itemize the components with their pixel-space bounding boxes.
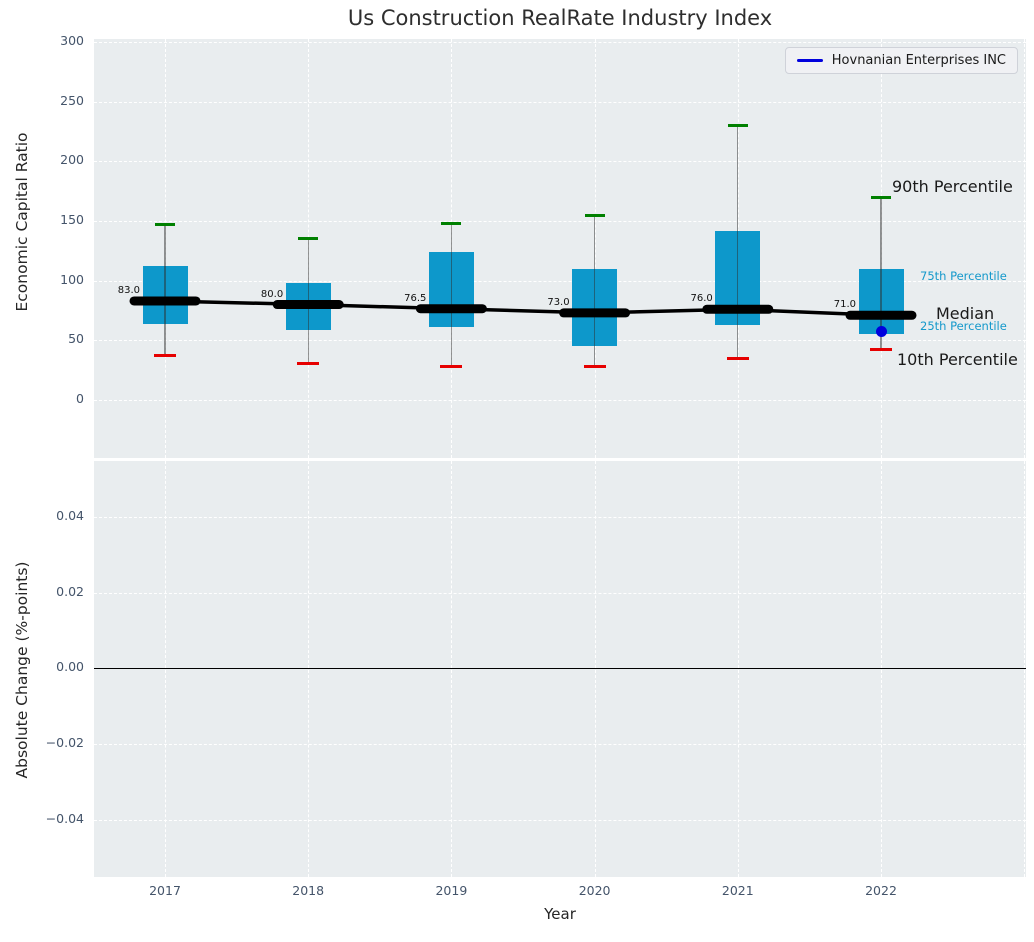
whisker-2019: [450, 223, 453, 367]
bottom-ytick: −0.04: [45, 810, 84, 826]
median-label-2022: 71.0: [833, 299, 856, 311]
gridline-h: [94, 516, 1026, 518]
legend-line-icon: [796, 59, 823, 62]
gridline-h: [94, 42, 1026, 43]
bottom-axes: [94, 461, 1026, 877]
gridline-h: [94, 819, 1026, 821]
top-ytick-250: 250: [60, 92, 84, 108]
gridline-h: [94, 592, 1026, 594]
whisker-2022: [880, 197, 882, 350]
bottom-ytick: 0.00: [56, 659, 84, 675]
gridline-h: [94, 280, 1026, 282]
gridline-h: [94, 400, 1026, 401]
x-axis-label: Year: [544, 905, 576, 923]
xtick-2020: 2020: [578, 883, 611, 898]
gridline-h: [94, 101, 1026, 103]
label-25th-percentile: 25th Percentile: [920, 319, 1007, 333]
p90-cap-2022: [871, 195, 891, 199]
top-axes: 83.0 80.0 76.5 73.0 76.0 71.0: [94, 39, 1026, 458]
median-label-2019: 76.5: [404, 292, 427, 304]
label-median: Median: [936, 304, 995, 323]
p10-cap-2017: [154, 354, 176, 358]
p10-cap-2021: [726, 356, 749, 360]
whisker-2020: [593, 215, 596, 367]
median-label-2020: 73.0: [547, 296, 570, 308]
chart-title: Us Construction RealRate Industry Index: [347, 6, 773, 30]
bottom-ytick: 0.04: [56, 507, 84, 523]
top-ytick-0: 0: [76, 391, 84, 406]
gridline-h: [94, 221, 1026, 222]
p90-cap-2017: [155, 223, 175, 227]
gridline-v: [1024, 39, 1026, 458]
p10-cap-2020: [583, 365, 606, 369]
bottom-ytick: −0.02: [45, 735, 84, 751]
p90-cap-2020: [584, 213, 605, 217]
company-point-2022: [875, 326, 887, 338]
top-ytick-50: 50: [68, 331, 84, 347]
gridline-h: [94, 744, 1026, 746]
xtick-2017: 2017: [149, 883, 181, 898]
top-ytick-100: 100: [60, 271, 84, 287]
median-trend-line: [164, 299, 882, 318]
xtick-2018: 2018: [292, 883, 325, 898]
p10-cap-2018: [297, 361, 320, 365]
median-label-2017: 83.0: [117, 284, 140, 296]
bottom-ytick: 0.02: [56, 583, 84, 599]
xtick-2021: 2021: [721, 883, 754, 898]
label-90th-percentile: 90th Percentile: [892, 177, 1013, 196]
whisker-2021: [737, 125, 739, 359]
xtick-2022: 2022: [865, 883, 897, 898]
label-10th-percentile: 10th Percentile: [897, 350, 1018, 369]
p90-cap-2019: [441, 221, 462, 225]
whisker-2017: [164, 224, 166, 356]
p90-cap-2021: [727, 124, 748, 128]
p10-cap-2022: [870, 348, 892, 352]
legend-label: Hovnanian Enterprises INC: [831, 53, 1006, 68]
top-ytick-150: 150: [60, 212, 84, 227]
xtick-2019: 2019: [435, 883, 468, 898]
top-ytick-300: 300: [60, 33, 84, 48]
legend: Hovnanian Enterprises INC: [784, 47, 1018, 74]
zero-line: [94, 668, 1026, 670]
gridline-h: [94, 161, 1026, 163]
top-ytick-200: 200: [60, 152, 84, 168]
median-label-2018: 80.0: [260, 288, 284, 300]
p90-cap-2018: [298, 237, 319, 241]
label-75th-percentile: 75th Percentile: [920, 269, 1007, 283]
median-trend-overlay: [129, 296, 917, 320]
gridline-h: [94, 340, 1026, 342]
p10-cap-2019: [440, 365, 463, 369]
median-label-2021: 76.0: [690, 293, 713, 305]
